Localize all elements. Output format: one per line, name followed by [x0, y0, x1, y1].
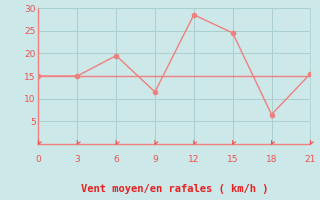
X-axis label: Vent moyen/en rafales ( km/h ): Vent moyen/en rafales ( km/h ) — [81, 184, 268, 194]
